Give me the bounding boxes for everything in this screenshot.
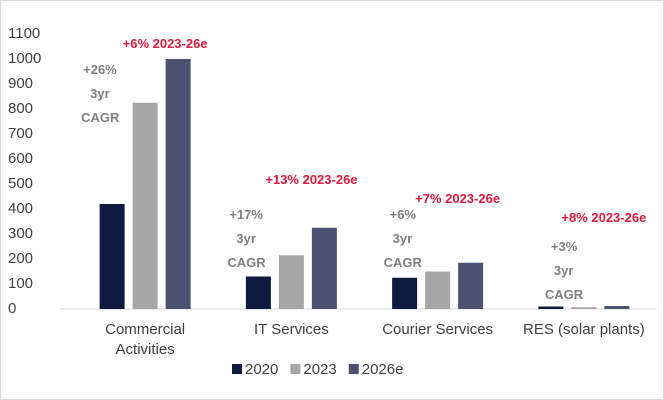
- y-tick-label: 700: [8, 125, 33, 142]
- y-tick-label: 900: [8, 75, 33, 92]
- cagr-label: +17%: [229, 207, 263, 222]
- y-tick-label: 0: [8, 300, 16, 317]
- bar: [278, 255, 304, 309]
- bar: [311, 227, 337, 309]
- x-tick-label: RES (solar plants): [523, 321, 645, 338]
- cagr-label: +26%: [83, 62, 117, 77]
- bar: [392, 277, 418, 309]
- x-tick-label: IT Services: [254, 321, 329, 338]
- bar: [571, 307, 597, 309]
- cagr-label: +3%: [550, 239, 578, 254]
- cagr-label: 3yr: [236, 231, 256, 246]
- y-tick-label: 200: [8, 250, 33, 267]
- y-tick-label: 300: [8, 225, 33, 242]
- bar: [245, 276, 271, 309]
- cagr-label: +6%: [389, 207, 417, 222]
- cagr-label: 3yr: [392, 231, 413, 246]
- legend-swatch: [348, 364, 359, 374]
- y-tick-label: 400: [8, 200, 33, 217]
- bar: [604, 306, 630, 309]
- forecast-label: +13% 2023-26e: [265, 172, 358, 187]
- y-tick-label: 500: [8, 175, 33, 192]
- bar: [132, 102, 158, 309]
- legend-label: 2020: [245, 361, 278, 378]
- legend-swatch: [290, 364, 301, 374]
- bar: [165, 59, 191, 309]
- y-tick-label: 600: [8, 150, 33, 167]
- cagr-label: 3yr: [553, 263, 574, 278]
- bar: [458, 262, 484, 309]
- forecast-label: +6% 2023-26e: [122, 36, 208, 51]
- cagr-label: CAGR: [544, 287, 584, 302]
- legend-label: 2023: [303, 361, 336, 378]
- legend-label: 2026e: [362, 361, 404, 378]
- x-tick-label: Commercial Activities: [105, 321, 186, 358]
- forecast-label: +7% 2023-26e: [415, 191, 501, 206]
- y-tick-label: 1000: [8, 50, 41, 67]
- y-tick-label: 1100: [8, 25, 40, 42]
- y-tick-label: 100: [8, 275, 33, 292]
- cagr-label: CAGR: [227, 255, 266, 270]
- cagr-label: 3yr: [90, 86, 110, 101]
- cagr-label: CAGR: [383, 255, 422, 270]
- bar: [425, 271, 451, 309]
- forecast-label: +8% 2023-26e: [561, 210, 647, 225]
- bar: [99, 204, 125, 309]
- cagr-label: CAGR: [81, 110, 120, 125]
- x-tick-label: Courier Services: [382, 321, 494, 338]
- y-tick-label: 800: [8, 100, 33, 117]
- legend-swatch: [232, 364, 242, 374]
- bar: [538, 306, 564, 309]
